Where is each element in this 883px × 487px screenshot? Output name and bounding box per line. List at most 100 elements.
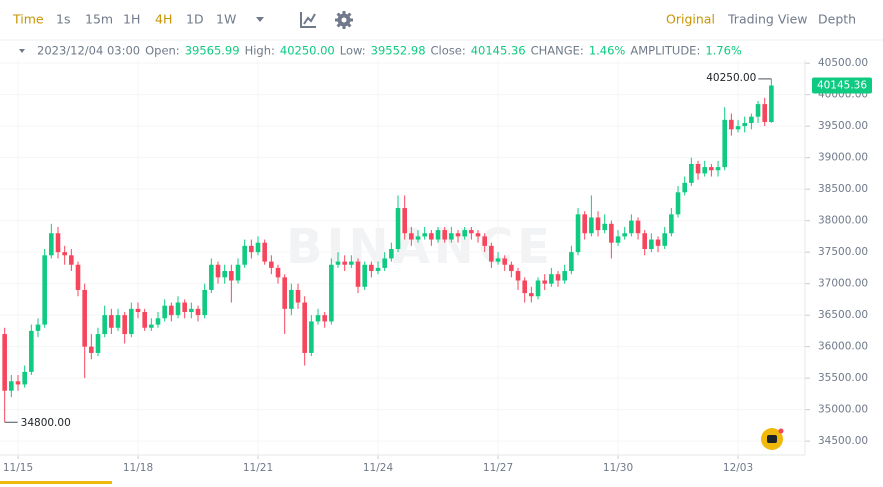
candle-body [735,126,741,130]
y-tick-label: 39000.00 [818,152,868,164]
candle-body [42,255,47,325]
candle-body [489,245,494,262]
candle-body [142,311,147,328]
info-toggle[interactable] [19,49,25,53]
candle-body [315,315,321,322]
candle-body [382,258,387,268]
candle-body [195,308,201,316]
candle-body [662,233,667,246]
last-price-label: 40145.36 [817,79,867,91]
candle-body [722,119,728,168]
interval-tab[interactable]: 1H [123,12,140,27]
candle-body [429,233,434,240]
candle-body [309,321,314,353]
info-time: 2023/12/04 03:00 [37,44,140,58]
candle-body [2,334,7,391]
candle-body [55,233,61,253]
candle-body [242,245,247,265]
more-intervals[interactable] [256,17,264,22]
info-row: 2023/12/04 03:00 Open: 39565.99 High: 40250.… [37,44,742,58]
candle-body [562,271,567,281]
candle-body [555,274,561,281]
candle-body [495,258,501,262]
y-tick-label: 39500.00 [818,120,868,132]
candle-body [222,271,227,278]
y-tick-label: 40500.00 [818,57,868,69]
candle-body [455,233,461,237]
candle-body [509,264,514,272]
candle-body [189,308,194,312]
candle-body [255,242,261,253]
candle-body [335,261,341,265]
candle-body [402,208,407,234]
candle-body [469,230,474,234]
info-value: 1.46% [589,44,626,58]
x-tick-label: 11/21 [243,462,273,474]
candle-body [629,220,634,234]
candle-body [275,267,281,278]
candle-body [202,289,207,316]
x-tick-label: 11/18 [123,462,153,474]
candle-body [582,214,587,234]
last-price-tag [812,77,872,94]
view-tab[interactable]: Depth [818,12,856,27]
interval-tab[interactable]: 1s [56,12,70,27]
candle-body [542,280,547,284]
candle-body [109,315,114,328]
interval-tab[interactable]: 1D [186,12,204,27]
info-label: Open: [145,44,180,58]
candle-body [422,233,427,237]
candle-body [62,252,67,256]
candle-body [169,305,174,316]
x-tick-label: 11/27 [483,462,513,474]
candle-body [549,274,554,284]
scroll-indicator [0,481,112,484]
y-tick-label: 35000.00 [818,404,868,416]
candle-body [482,236,487,246]
candle-body [682,182,687,193]
candle-body [89,346,94,353]
candle-body [249,245,254,253]
info-value: 39552.98 [371,44,426,58]
interval-tab[interactable]: 15m [85,12,113,27]
candle-body [615,236,621,243]
x-tick-label: 11/15 [3,462,33,474]
candle-body [595,217,601,231]
candle-body [729,119,734,130]
view-tab[interactable]: Trading View [727,12,808,27]
view-tab[interactable]: Original [666,12,715,27]
candle-body [655,239,661,246]
interval-tab[interactable]: 4H [155,12,172,27]
low-marker-label: 34800.00 [21,417,71,429]
candle-body [449,233,454,240]
candle-body [322,315,327,322]
candle-body [269,261,274,268]
x-tick-label: 11/30 [603,462,633,474]
candle-body [289,289,294,309]
candle-body [69,255,74,265]
candle-body [715,167,721,171]
candle-body [522,280,527,294]
candle-body [182,302,187,312]
candle-body [122,315,127,335]
interval-tab[interactable]: Time [12,12,44,27]
candle-body [742,122,748,127]
watermark: BINANCE [286,219,554,275]
y-tick-label: 38000.00 [818,215,868,227]
info-value: 39565.99 [185,44,240,58]
candle-body [609,223,614,243]
candle-body [155,318,161,325]
y-tick-label: 34500.00 [818,435,868,447]
candle-body [49,233,54,256]
candle-body [642,233,647,249]
settings-icon[interactable] [335,11,353,29]
chat-button[interactable] [761,428,784,450]
candle-body [162,305,167,319]
info-label: CHANGE: [531,44,584,58]
candle-body [29,330,34,372]
interval-tab[interactable]: 1W [216,12,236,27]
candle-body [362,264,367,287]
candle-body [589,217,594,234]
indicator-icon[interactable] [300,12,316,28]
